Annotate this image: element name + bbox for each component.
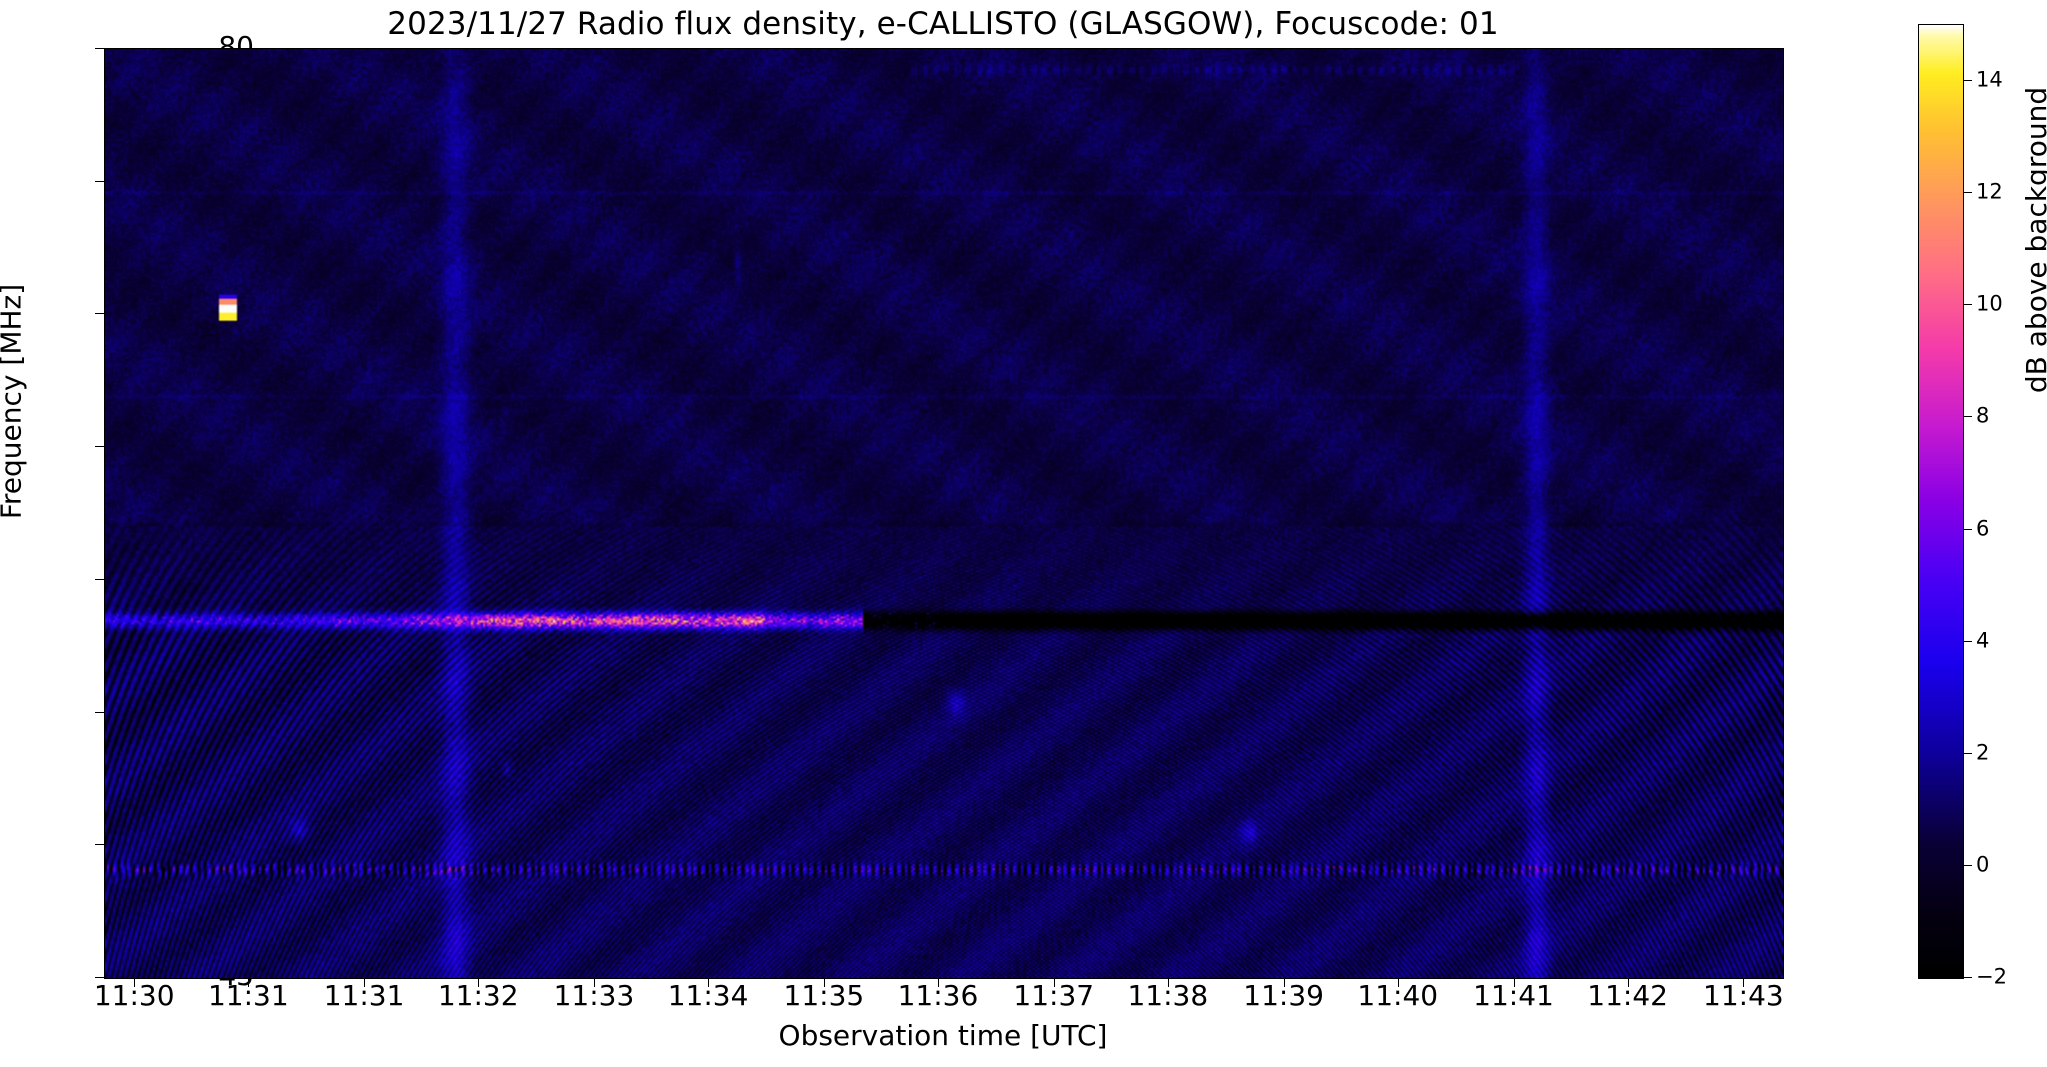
- colorbar-tick-label: 10: [1976, 291, 2003, 316]
- colorbar-tick-mark: [1963, 640, 1972, 642]
- colorbar-tick-mark: [1963, 977, 1972, 978]
- colorbar-gradient: [1919, 25, 1963, 978]
- spectrogram-plot: [104, 48, 1784, 979]
- x-tick-label: 11:34: [667, 979, 749, 1012]
- x-tick-mark: [1053, 978, 1055, 987]
- spectrogram-image: [105, 49, 1783, 978]
- x-tick-mark: [823, 978, 825, 987]
- y-tick-mark: [95, 180, 104, 182]
- colorbar-tick-mark: [1963, 752, 1972, 754]
- colorbar: [1918, 24, 1964, 979]
- x-tick-label: 11:33: [553, 979, 635, 1012]
- colorbar-tick-mark: [1963, 864, 1972, 866]
- x-tick-mark: [364, 978, 366, 987]
- colorbar-tick-label: 2: [1976, 740, 1990, 765]
- x-tick-mark: [1167, 978, 1169, 987]
- colorbar-tick-label: 12: [1976, 179, 2003, 204]
- colorbar-tick-mark: [1963, 192, 1972, 194]
- x-tick-mark: [1627, 978, 1629, 987]
- page-title: 2023/11/27 Radio flux density, e-CALLIST…: [387, 6, 1499, 42]
- x-tick-label: 11:40: [1357, 979, 1439, 1012]
- y-tick-mark: [95, 48, 104, 49]
- x-axis-label: Observation time [UTC]: [778, 1019, 1108, 1052]
- x-tick-mark: [1743, 978, 1745, 987]
- x-tick-mark: [478, 978, 480, 987]
- x-tick-mark: [248, 978, 250, 987]
- x-tick-label: 11:39: [1243, 979, 1324, 1012]
- colorbar-tick-label: 0: [1976, 852, 1990, 877]
- y-tick-mark: [95, 313, 104, 315]
- y-tick-mark: [95, 844, 104, 846]
- colorbar-label: dB above background: [2020, 86, 2047, 394]
- x-tick-label: 11:43: [1703, 979, 1784, 1012]
- x-tick-mark: [593, 978, 595, 987]
- x-tick-label: 11:42: [1587, 979, 1668, 1012]
- x-tick-mark: [937, 978, 939, 987]
- x-tick-mark: [708, 978, 710, 987]
- colorbar-tick-label: 6: [1976, 516, 1990, 541]
- y-axis-label: Frequency [MHz]: [0, 283, 28, 520]
- x-tick-mark: [134, 978, 136, 987]
- x-tick-label: 11:35: [783, 979, 865, 1012]
- colorbar-tick-mark: [1963, 528, 1972, 530]
- x-tick-label: 11:32: [437, 979, 519, 1012]
- y-tick-mark: [95, 446, 104, 448]
- colorbar-tick-mark: [1963, 80, 1972, 82]
- y-tick-mark: [95, 578, 104, 580]
- x-tick-mark: [1513, 978, 1515, 987]
- x-tick-label: 11:41: [1473, 979, 1554, 1012]
- x-tick-label: 11:31: [207, 979, 289, 1012]
- x-tick-label: 11:30: [93, 979, 175, 1012]
- colorbar-tick-label: −2: [1976, 964, 2007, 989]
- x-tick-label: 11:31: [323, 979, 405, 1012]
- y-tick-mark: [95, 977, 104, 978]
- x-tick-label: 11:37: [1013, 979, 1095, 1012]
- x-tick-mark: [1283, 978, 1285, 987]
- colorbar-tick-mark: [1963, 304, 1972, 306]
- y-tick-mark: [95, 711, 104, 713]
- colorbar-tick-label: 4: [1976, 628, 1990, 653]
- colorbar-tick-label: 14: [1976, 67, 2003, 92]
- x-tick-label: 11:38: [1127, 979, 1209, 1012]
- colorbar-tick-label: 8: [1976, 403, 1990, 428]
- x-tick-mark: [1397, 978, 1399, 987]
- x-tick-label: 11:36: [897, 979, 979, 1012]
- colorbar-tick-mark: [1963, 416, 1972, 418]
